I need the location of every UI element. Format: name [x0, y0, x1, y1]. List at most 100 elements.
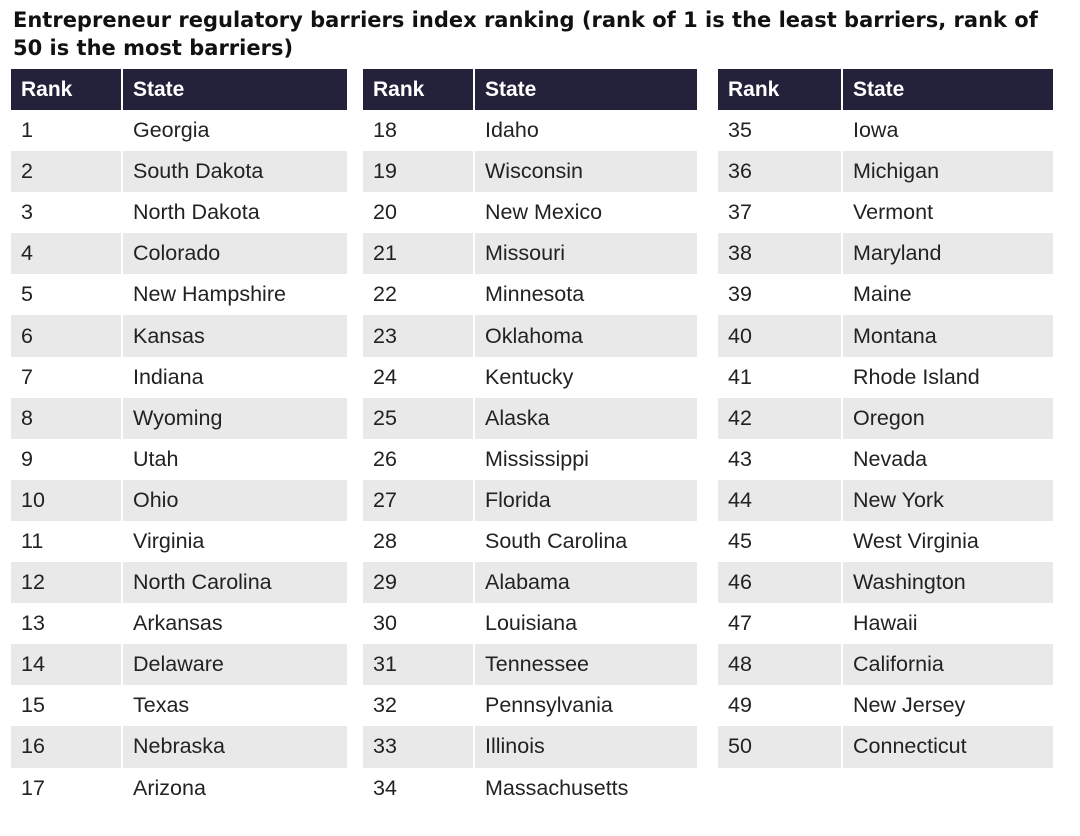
rank-cell: 33 — [363, 726, 475, 768]
table-row: 22 Minnesota — [363, 274, 697, 316]
rank-cell: 23 — [363, 315, 475, 357]
table-row: 40 Montana — [718, 315, 1053, 357]
ranking-table-2: Rank State 18 Idaho 19 Wisconsin 20 New Mexic… — [363, 69, 697, 809]
state-cell: Mississippi — [485, 446, 589, 471]
ranking-table-3: Rank State 35 Iowa 36 Michigan 37 Vermont 38 Ma… — [718, 69, 1053, 768]
rank-cell: 34 — [363, 767, 475, 809]
rank-cell: 5 — [11, 274, 123, 316]
table-row: 7 Indiana — [11, 356, 347, 398]
table-row: 29 Alabama — [363, 562, 697, 604]
rank-column-header: Rank — [11, 69, 123, 110]
state-cell: Massachusetts — [485, 775, 629, 800]
table-row: 47 Hawaii — [718, 603, 1053, 645]
table-row: 41 Rhode Island — [718, 356, 1053, 398]
table-row: 15 Texas — [11, 685, 347, 727]
state-cell: Nebraska — [122, 726, 347, 768]
rank-cell: 37 — [718, 192, 843, 234]
state-cell: Maryland — [842, 233, 1053, 275]
table-row: 21 Missouri — [363, 233, 697, 275]
state-cell: Nevada — [853, 446, 928, 471]
state-cell: Missouri — [474, 233, 697, 275]
state-cell: Kentucky — [485, 364, 574, 389]
state-cell: Arizona — [133, 775, 206, 800]
state-cell: New Jersey — [853, 693, 966, 718]
table-row: 37 Vermont — [718, 192, 1053, 234]
rank-cell: 39 — [718, 274, 843, 316]
rank-cell: 48 — [718, 644, 843, 686]
table-row: 16 Nebraska — [11, 726, 347, 768]
table-row: 46 Washington — [718, 562, 1053, 604]
table-row: 13 Arkansas — [11, 603, 347, 645]
state-cell: Idaho — [485, 118, 539, 143]
table-row: 35 Iowa — [718, 110, 1053, 152]
rank-cell: 21 — [363, 233, 475, 275]
rank-cell: 43 — [718, 438, 843, 480]
table-row: 9 Utah — [11, 438, 347, 480]
state-column-header: State — [842, 69, 1053, 110]
state-cell: Tennessee — [474, 644, 697, 686]
state-cell: Pennsylvania — [485, 693, 613, 718]
table-row: 31 Tennessee — [363, 644, 697, 686]
table-row: 36 Michigan — [718, 151, 1053, 193]
rank-cell: 40 — [718, 315, 843, 357]
table-row: 2 South Dakota — [11, 151, 347, 193]
rank-cell: 36 — [718, 151, 843, 193]
table-row: 28 South Carolina — [363, 520, 697, 563]
table-row: 43 Nevada — [718, 438, 1053, 480]
rank-cell: 47 — [718, 603, 843, 645]
state-cell: New Hampshire — [133, 282, 286, 307]
table-row: 3 North Dakota — [11, 192, 347, 234]
table-row: 23 Oklahoma — [363, 315, 697, 357]
table-row: 39 Maine — [718, 274, 1053, 316]
ranking-table-1: Rank State 1 Georgia 2 South Dakota 3 North D… — [11, 69, 347, 809]
rank-column-header: Rank — [363, 69, 475, 110]
table-row: 14 Delaware — [11, 644, 347, 686]
rank-cell: 15 — [11, 685, 123, 727]
table-row: 6 Kansas — [11, 315, 347, 357]
state-cell: Michigan — [842, 151, 1053, 193]
rank-cell: 29 — [363, 562, 475, 604]
rank-cell: 44 — [718, 479, 843, 521]
state-cell: Utah — [133, 446, 179, 471]
rank-cell: 42 — [718, 397, 843, 439]
table-row: 17 Arizona — [11, 767, 347, 809]
rank-cell: 35 — [718, 110, 843, 152]
rank-cell: 7 — [11, 356, 123, 398]
table-row: 32 Pennsylvania — [363, 685, 697, 727]
state-cell: Wisconsin — [474, 151, 697, 193]
state-cell: Iowa — [853, 118, 899, 143]
rank-cell: 10 — [11, 479, 123, 521]
rank-cell: 45 — [718, 520, 843, 563]
rank-cell: 27 — [363, 479, 475, 521]
state-cell: Delaware — [122, 644, 347, 686]
table-row: 11 Virginia — [11, 520, 347, 563]
rank-cell: 16 — [11, 726, 123, 768]
table-row: 44 New York — [718, 479, 1053, 521]
rank-cell: 31 — [363, 644, 475, 686]
table-row: 4 Colorado — [11, 233, 347, 275]
rank-cell: 41 — [718, 356, 843, 398]
state-cell: Oklahoma — [474, 315, 697, 357]
rank-cell: 1 — [11, 110, 123, 152]
table-row: 19 Wisconsin — [363, 151, 697, 193]
rank-cell: 24 — [363, 356, 475, 398]
state-cell: Arkansas — [133, 611, 223, 636]
state-cell: Illinois — [474, 726, 697, 768]
rank-cell: 19 — [363, 151, 475, 193]
rank-cell: 9 — [11, 438, 123, 480]
state-cell: Connecticut — [842, 726, 1053, 768]
rank-cell: 11 — [11, 520, 123, 563]
state-cell: Virginia — [133, 528, 205, 553]
state-cell: South Dakota — [122, 151, 347, 193]
rank-cell: 28 — [363, 520, 475, 563]
rank-cell: 46 — [718, 562, 843, 604]
page-title: Entrepreneur regulatory barriers index r… — [13, 8, 1038, 60]
table-row: 34 Massachusetts — [363, 767, 697, 809]
table-header-row: Rank State — [363, 69, 697, 110]
state-cell: Texas — [133, 693, 190, 718]
state-cell: Florida — [474, 479, 697, 521]
state-cell: North Dakota — [133, 200, 260, 225]
table-row: 26 Mississippi — [363, 438, 697, 480]
table-row: 30 Louisiana — [363, 603, 697, 645]
table-row: 45 West Virginia — [718, 520, 1053, 563]
